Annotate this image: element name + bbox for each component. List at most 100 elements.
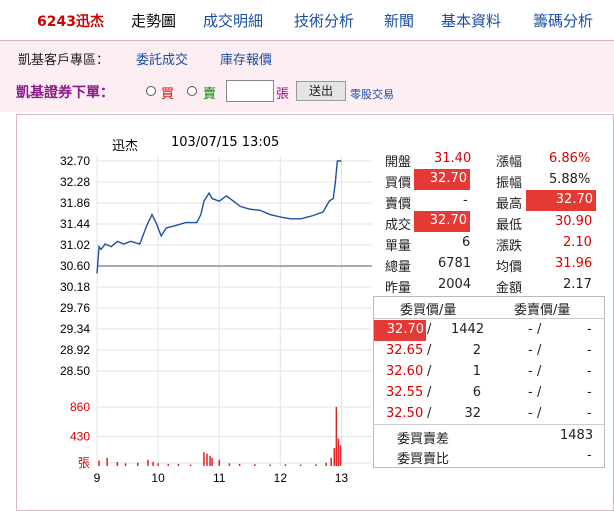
stock-tab[interactable]: 6243迅杰 [37, 14, 104, 30]
bid-qty: 1 [472, 364, 481, 379]
chart-title: 迅杰 [112, 139, 139, 154]
sell-label: 賣 [203, 87, 217, 102]
ob-divider [373, 424, 605, 425]
high-label: 最高 [496, 197, 523, 212]
quantity-input[interactable] [226, 80, 274, 102]
odd-lot-link[interactable]: 零股交易 [350, 88, 394, 101]
bid-label: 買價 [385, 176, 412, 191]
diff-value: 1483 [560, 428, 594, 443]
high-value: 32.70 [526, 190, 596, 211]
top-nav: 6243迅杰 走勢圖 成交明細 技術分析 新聞 基本資料 籌碼分析 [0, 0, 614, 40]
last-label: 成交 [385, 218, 412, 233]
bid-value: 32.70 [414, 169, 470, 190]
slash: / [537, 385, 542, 400]
orders-link[interactable]: 委託成交 [136, 53, 189, 68]
divider [0, 40, 614, 41]
ask-price: - [528, 385, 533, 400]
open-value: 31.40 [434, 151, 472, 166]
bid-price: 32.70 [374, 320, 426, 341]
vol-label: 單量 [385, 239, 412, 254]
price-tick-label: 28.50 [60, 364, 90, 378]
ask-qty: - [587, 385, 592, 400]
unit-label: 張 [276, 87, 290, 102]
chg-label: 漲跌 [496, 239, 523, 254]
chg-value: 2.10 [563, 235, 592, 250]
tab-trend[interactable]: 走勢圖 [131, 12, 177, 30]
x-tick-label: 12 [274, 471, 288, 485]
open-label: 開盤 [385, 155, 412, 170]
price-line [96, 160, 342, 274]
ratio-value: - [587, 448, 592, 463]
customer-area: 凱基客戶專區： 委託成交 庫存報價 [0, 41, 614, 72]
price-tick-label: 32.28 [60, 175, 90, 189]
bid-qty: 32 [464, 406, 481, 421]
bid-price: 32.65 [386, 343, 424, 358]
tab-technical[interactable]: 技術分析 [294, 12, 355, 30]
ob-divider [373, 318, 605, 319]
bid-header: 委買價/量 [400, 303, 457, 318]
tab-basic[interactable]: 基本資料 [441, 12, 502, 30]
ask-price: - [528, 364, 533, 379]
inventory-link[interactable]: 庫存報價 [220, 53, 273, 68]
amt-value: 2.17 [563, 277, 592, 292]
submit-button[interactable]: 送出 [296, 81, 346, 101]
ask-price: - [528, 406, 533, 421]
ratio-label: 委買賣比 [397, 452, 450, 467]
last-value: 32.70 [414, 211, 470, 232]
price-tick-label: 31.02 [60, 238, 90, 252]
ask-qty: - [587, 322, 592, 337]
amt-label: 金額 [496, 281, 523, 296]
volume-tick-label: 860 [70, 400, 90, 414]
tab-news[interactable]: 新聞 [384, 12, 415, 30]
order-title: 凱基證券下單： [16, 85, 114, 101]
low-label: 最低 [496, 218, 523, 233]
slash: / [427, 322, 432, 337]
buy-label: 買 [161, 87, 175, 102]
x-tick-label: 10 [151, 471, 165, 485]
slash: / [537, 364, 542, 379]
bid-qty: 6 [472, 385, 481, 400]
buy-radio[interactable] [146, 86, 156, 96]
bid-price: 32.60 [386, 364, 424, 379]
order-book [373, 296, 605, 468]
price-tick-label: 28.92 [60, 343, 90, 357]
tvol-value: 6781 [438, 256, 472, 271]
bid-qty: 1442 [451, 322, 485, 337]
ask-header: 委賣價/量 [514, 303, 571, 318]
chg-pct-label: 漲幅 [496, 155, 523, 170]
price-tick-label: 30.18 [60, 280, 90, 294]
sell-radio[interactable] [187, 86, 197, 96]
volume-tick-label: 430 [70, 430, 90, 444]
chg-pct-value: 6.86% [549, 151, 591, 166]
amp-value: 5.88% [549, 172, 591, 187]
customer-label: 凱基客戶專區： [18, 53, 110, 68]
order-bar: 凱基證券下單： 買 賣 張 送出 零股交易 [0, 72, 614, 112]
low-value: 30.90 [555, 214, 593, 229]
volume-tick-label: 張 [78, 456, 90, 470]
tab-chips[interactable]: 籌碼分析 [533, 12, 594, 30]
vol-value: 6 [462, 235, 471, 250]
tab-trades[interactable]: 成交明細 [203, 12, 264, 30]
slash: / [427, 364, 432, 379]
slash: / [427, 385, 432, 400]
diff-label: 委買賣差 [397, 432, 450, 447]
slash: / [537, 322, 542, 337]
price-tick-label: 31.86 [60, 196, 90, 210]
ask-qty: - [587, 364, 592, 379]
ask-qty: - [587, 343, 592, 358]
price-tick-label: 29.34 [60, 322, 90, 336]
x-tick-label: 9 [94, 471, 101, 485]
avg-label: 均價 [496, 260, 523, 275]
slash: / [427, 406, 432, 421]
tvol-label: 總量 [385, 260, 412, 275]
bid-qty: 2 [472, 343, 481, 358]
x-tick-label: 13 [335, 471, 349, 485]
price-tick-label: 31.44 [60, 217, 90, 231]
ask-qty: - [587, 406, 592, 421]
chart-datetime: 103/07/15 13:05 [171, 135, 280, 150]
price-tick-label: 29.76 [60, 301, 90, 315]
x-tick-label: 11 [213, 471, 226, 485]
slash: / [537, 343, 542, 358]
bid-price: 32.55 [386, 385, 424, 400]
slash: / [537, 406, 542, 421]
